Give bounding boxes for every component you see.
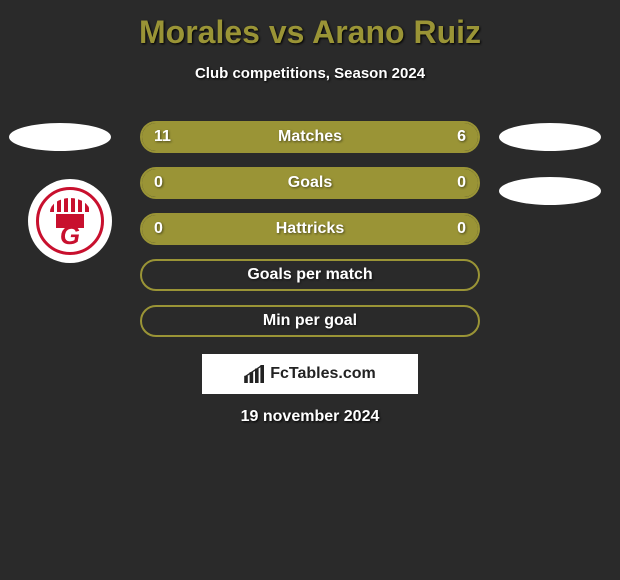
stat-bar: 11 6 Matches [140, 121, 480, 153]
stat-value-right: 0 [457, 220, 466, 238]
comparison-title: Morales vs Arano Ruiz [0, 0, 620, 51]
player-right-avatar-2 [499, 177, 601, 205]
comparison-subtitle: Club competitions, Season 2024 [0, 65, 620, 82]
player-left-avatar [9, 123, 111, 151]
stat-label: Goals per match [247, 266, 372, 284]
date-label: 19 november 2024 [0, 408, 620, 426]
stat-bar: 0 0 Hattricks [140, 213, 480, 245]
brand-label: FcTables.com [270, 365, 376, 383]
stat-label: Hattricks [276, 220, 344, 238]
stat-label: Min per goal [263, 312, 357, 330]
bar-chart-icon [244, 365, 266, 383]
stat-label: Goals [288, 174, 332, 192]
stat-value-left: 0 [154, 220, 163, 238]
stat-bar: Goals per match [140, 259, 480, 291]
player-right-avatar-1 [499, 123, 601, 151]
stat-bar: 0 0 Goals [140, 167, 480, 199]
stat-value-right: 0 [457, 174, 466, 192]
brand-watermark: FcTables.com [202, 354, 418, 394]
team-badge-left: G [28, 179, 112, 263]
stat-value-left: 11 [154, 128, 171, 146]
stats-bars: 11 6 Matches 0 0 Goals 0 0 Hattricks Goals per ma… [140, 121, 480, 351]
stat-label: Matches [278, 128, 342, 146]
stat-value-left: 0 [154, 174, 163, 192]
stat-bar: Min per goal [140, 305, 480, 337]
stat-value-right: 6 [457, 128, 466, 146]
guabira-badge-icon: G [36, 187, 104, 255]
